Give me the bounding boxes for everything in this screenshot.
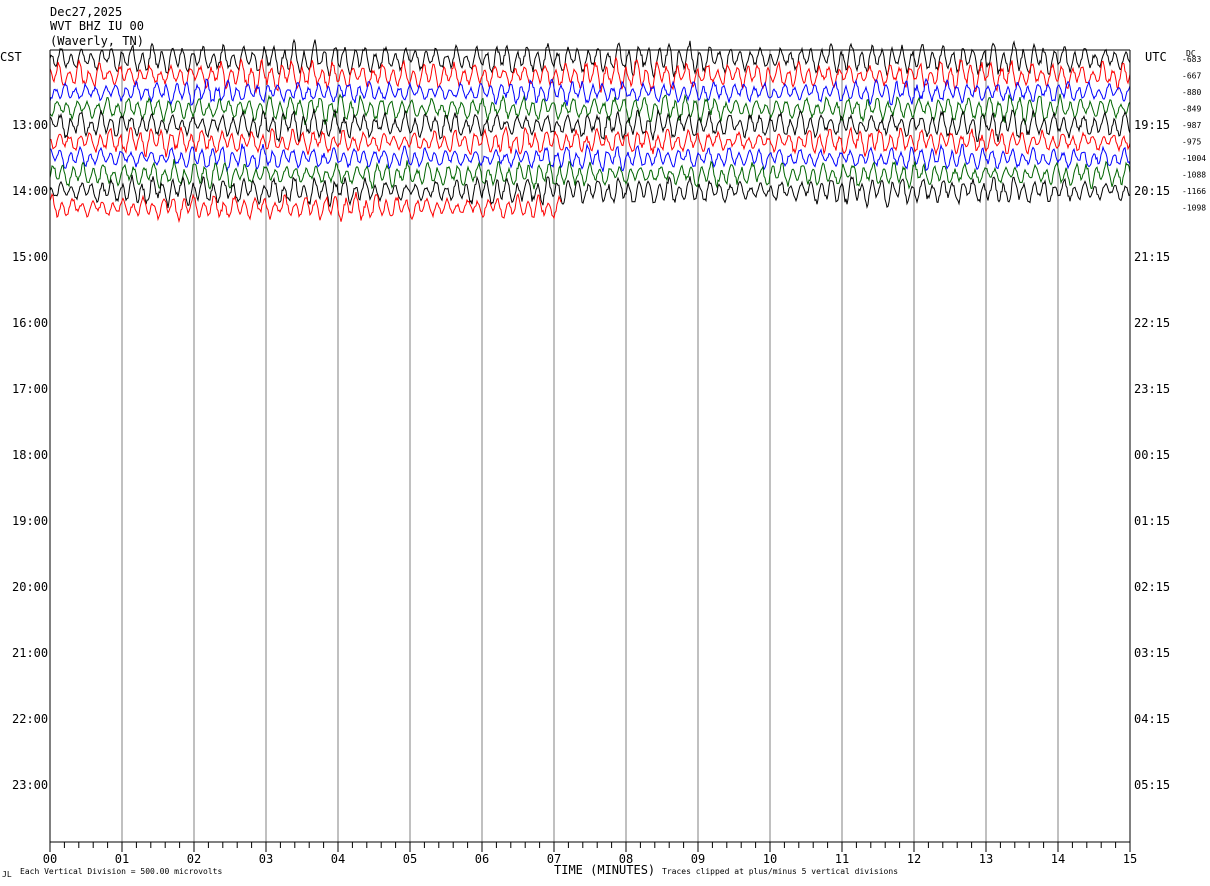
x-tick-label: 11 <box>835 852 849 866</box>
x-tick-label: 09 <box>691 852 705 866</box>
right-hour-label: 01:15 <box>1134 514 1170 528</box>
x-tick-label: 07 <box>547 852 561 866</box>
scale-note: Each Vertical Division = 500.00 microvol… <box>20 867 223 876</box>
dc-offset-label: -683 <box>1182 55 1201 64</box>
seismic-trace <box>49 93 1131 126</box>
dc-offset-label: -667 <box>1182 72 1201 81</box>
x-tick-label: 02 <box>187 852 201 866</box>
right-hour-label: 23:15 <box>1134 382 1170 396</box>
date-label: Dec27,2025 <box>50 5 123 19</box>
dc-label: DC <box>1186 49 1196 58</box>
dc-offset-label: -1088 <box>1182 171 1206 180</box>
dc-offset-label: -987 <box>1182 121 1201 130</box>
seismic-trace <box>49 142 1131 172</box>
x-tick-label: 15 <box>1123 852 1137 866</box>
left-zone-label: CST <box>0 50 22 64</box>
x-tick-label: 10 <box>763 852 777 866</box>
left-hour-label: 22:00 <box>12 712 48 726</box>
left-hour-label: 13:00 <box>12 118 48 132</box>
x-tick-label: 13 <box>979 852 993 866</box>
x-tick-label: 12 <box>907 852 921 866</box>
dc-offset-label: -975 <box>1182 138 1201 147</box>
x-tick-label: 03 <box>259 852 273 866</box>
dc-offset-label: -1166 <box>1182 187 1206 196</box>
corner-mark: JL <box>2 870 12 879</box>
left-hour-label: 21:00 <box>12 646 48 660</box>
x-tick-label: 01 <box>115 852 129 866</box>
left-hour-label: 17:00 <box>12 382 48 396</box>
left-hour-label: 20:00 <box>12 580 48 594</box>
right-hour-label: 19:15 <box>1134 118 1170 132</box>
x-axis-title: TIME (MINUTES) <box>554 863 656 877</box>
dc-offset-label: -849 <box>1182 105 1201 114</box>
right-hour-label: 04:15 <box>1134 712 1170 726</box>
left-hour-label: 14:00 <box>12 184 48 198</box>
right-hour-label: 00:15 <box>1134 448 1170 462</box>
x-tick-label: 05 <box>403 852 417 866</box>
left-hour-label: 19:00 <box>12 514 48 528</box>
seismic-trace <box>49 158 1131 190</box>
seismic-trace <box>49 192 562 224</box>
location-label: (Waverly, TN) <box>50 34 144 48</box>
right-hour-label: 21:15 <box>1134 250 1170 264</box>
dc-offset-label: -880 <box>1182 88 1201 97</box>
right-hour-label: 02:15 <box>1134 580 1170 594</box>
seismic-trace <box>49 38 1131 80</box>
left-hour-label: 23:00 <box>12 778 48 792</box>
dc-offset-label: -1004 <box>1182 154 1206 163</box>
seismic-trace <box>49 125 1131 158</box>
seismic-trace <box>49 108 1131 143</box>
x-tick-label: 06 <box>475 852 489 866</box>
seismic-trace <box>49 56 1131 95</box>
right-zone-label: UTC <box>1145 50 1167 64</box>
left-hour-label: 15:00 <box>12 250 48 264</box>
x-tick-label: 00 <box>43 852 57 866</box>
right-hour-label: 03:15 <box>1134 646 1170 660</box>
left-hour-label: 18:00 <box>12 448 48 462</box>
seismic-trace <box>49 77 1131 106</box>
station-label: WVT BHZ IU 00 <box>50 19 144 33</box>
right-hour-label: 22:15 <box>1134 316 1170 330</box>
x-tick-label: 04 <box>331 852 345 866</box>
left-hour-label: 16:00 <box>12 316 48 330</box>
x-tick-label: 14 <box>1051 852 1065 866</box>
x-tick-label: 08 <box>619 852 633 866</box>
seismic-trace <box>49 174 1131 209</box>
right-hour-label: 20:15 <box>1134 184 1170 198</box>
clip-note: Traces clipped at plus/minus 5 vertical … <box>662 867 899 876</box>
dc-offset-label: -1098 <box>1182 204 1206 213</box>
right-hour-label: 05:15 <box>1134 778 1170 792</box>
